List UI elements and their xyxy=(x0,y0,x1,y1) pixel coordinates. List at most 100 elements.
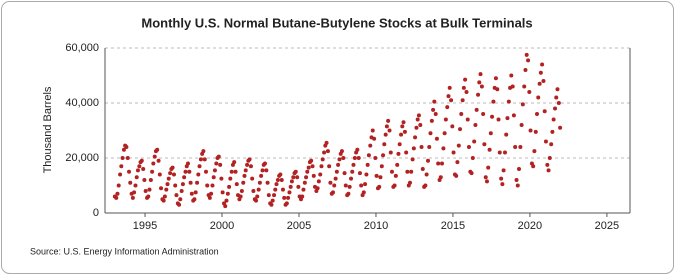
data-point xyxy=(550,129,555,134)
data-point xyxy=(440,161,445,166)
data-point xyxy=(156,158,161,163)
data-point xyxy=(257,180,262,185)
data-point xyxy=(429,118,434,123)
data-point xyxy=(540,62,545,67)
data-point xyxy=(275,178,280,182)
data-point xyxy=(513,145,518,149)
data-point xyxy=(205,183,210,188)
data-point xyxy=(137,164,142,169)
data-point xyxy=(146,194,151,199)
data-point xyxy=(519,123,524,127)
data-point xyxy=(466,145,471,149)
data-point xyxy=(520,102,525,107)
data-point xyxy=(405,169,410,174)
data-point xyxy=(359,183,364,188)
data-point xyxy=(542,109,547,114)
data-point xyxy=(399,132,404,137)
data-point xyxy=(553,106,558,111)
data-point xyxy=(392,183,397,188)
data-point xyxy=(134,175,139,180)
data-point xyxy=(159,186,164,191)
y-tick-label: 0 xyxy=(93,207,99,219)
data-point xyxy=(310,164,315,169)
data-point xyxy=(185,161,190,166)
data-point xyxy=(322,150,327,155)
y-axis-label: Thousand Barrels xyxy=(42,86,54,173)
data-point xyxy=(302,180,307,185)
data-point xyxy=(336,162,341,167)
data-point xyxy=(502,150,507,155)
data-point xyxy=(265,180,270,185)
y-tick-label: 60,000 xyxy=(65,42,99,54)
data-point xyxy=(378,175,383,180)
data-point xyxy=(524,52,529,57)
data-point xyxy=(128,180,133,185)
data-point xyxy=(198,157,203,162)
data-point xyxy=(397,142,402,147)
data-point xyxy=(541,79,546,83)
data-point xyxy=(229,169,234,174)
data-point xyxy=(264,168,269,173)
data-point xyxy=(363,182,368,187)
data-point xyxy=(115,191,120,196)
data-point xyxy=(465,117,470,122)
data-point xyxy=(478,72,483,77)
data-point xyxy=(389,169,394,174)
data-point xyxy=(449,98,454,103)
data-point xyxy=(472,139,477,144)
data-point xyxy=(555,87,560,92)
data-point xyxy=(476,92,481,97)
data-point xyxy=(287,190,292,195)
data-point xyxy=(393,173,398,178)
data-point xyxy=(189,191,194,196)
data-point xyxy=(365,162,370,167)
data-point xyxy=(424,172,429,177)
data-point xyxy=(420,167,425,171)
data-point xyxy=(347,184,352,189)
data-point xyxy=(509,73,514,78)
data-point xyxy=(124,145,129,149)
data-point xyxy=(152,154,157,159)
data-point xyxy=(311,173,316,178)
data-point xyxy=(495,87,500,92)
data-point xyxy=(332,183,337,188)
data-point xyxy=(309,158,314,163)
data-point xyxy=(401,120,406,125)
data-point xyxy=(165,182,170,187)
data-point xyxy=(384,124,389,129)
data-point xyxy=(183,169,188,174)
data-point xyxy=(114,195,119,200)
data-point xyxy=(490,114,495,119)
data-point xyxy=(220,190,225,195)
data-point xyxy=(505,116,510,121)
data-point xyxy=(545,162,550,167)
data-point xyxy=(182,175,187,180)
data-point xyxy=(315,186,320,191)
data-point xyxy=(279,178,284,182)
data-point xyxy=(192,197,197,202)
data-point xyxy=(319,164,324,169)
data-point xyxy=(350,169,355,174)
y-tick-label: 20,000 xyxy=(65,152,99,164)
data-point xyxy=(282,195,287,200)
data-point xyxy=(514,178,519,182)
data-point xyxy=(197,164,202,169)
data-point xyxy=(247,157,252,162)
data-point xyxy=(395,162,400,167)
x-tick-label: 2000 xyxy=(210,220,234,232)
data-point xyxy=(356,156,361,160)
x-tick-label: 2010 xyxy=(364,220,388,232)
data-point xyxy=(142,178,147,182)
data-point xyxy=(473,123,478,127)
data-point xyxy=(484,179,489,184)
data-point xyxy=(316,179,321,184)
data-point xyxy=(486,165,491,170)
data-point xyxy=(549,142,554,147)
data-point xyxy=(243,168,248,173)
data-point xyxy=(151,161,156,166)
data-point xyxy=(207,195,212,200)
data-point xyxy=(488,131,493,136)
data-point xyxy=(209,191,214,196)
data-point xyxy=(256,187,261,192)
